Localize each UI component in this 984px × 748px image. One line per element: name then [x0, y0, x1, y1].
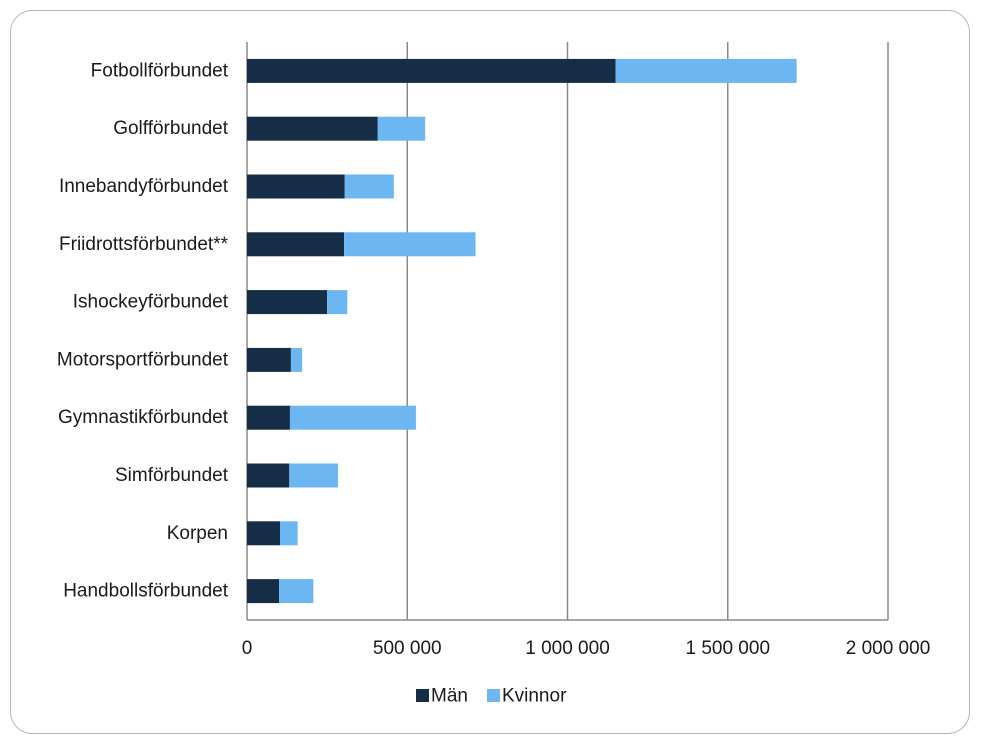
category-label-0: Fotbollförbundet [91, 60, 229, 81]
legend-swatch-0 [416, 689, 429, 702]
bar-kvinnor-7 [289, 463, 339, 488]
x-tick-labels: 0 500 000 1 000 000 1 500 000 2 000 000 [242, 638, 931, 659]
x-tick-label-4: 2 000 000 [846, 638, 931, 659]
bar-kvinnor-4 [327, 290, 348, 315]
category-label-9: Handbollsförbundet [63, 581, 229, 602]
bar-kvinnor-8 [280, 521, 298, 546]
x-tick-label-3: 1 500 000 [685, 638, 770, 659]
x-tick-label-2: 1 000 000 [525, 638, 610, 659]
category-label-4: Ishockeyförbundet [73, 292, 229, 313]
bar-man-7 [247, 463, 290, 488]
bar-kvinnor-0 [615, 58, 797, 83]
category-label-8: Korpen [167, 523, 228, 544]
bar-kvinnor-9 [279, 579, 314, 604]
category-label-7: Simförbundet [115, 465, 229, 486]
legend: Män Kvinnor [416, 686, 567, 707]
bar-man-4 [247, 290, 328, 315]
bars [247, 58, 797, 604]
category-label-3: Friidrottsförbundet** [59, 234, 229, 255]
bar-man-5 [247, 347, 291, 372]
category-label-5: Motorsportförbundet [57, 349, 229, 370]
x-tick-label-0: 0 [242, 638, 253, 659]
legend-label-1: Kvinnor [502, 686, 567, 707]
bar-kvinnor-6 [289, 405, 416, 430]
x-tick-label-1: 500 000 [373, 638, 442, 659]
bar-man-3 [247, 232, 345, 257]
category-label-2: Innebandyförbundet [59, 176, 229, 197]
bar-man-0 [247, 58, 616, 83]
bar-man-2 [247, 174, 345, 199]
bar-kvinnor-2 [344, 174, 394, 199]
bar-man-9 [247, 579, 280, 604]
category-label-1: Golfförbundet [113, 118, 229, 139]
bar-man-6 [247, 405, 290, 430]
legend-swatch-1 [486, 689, 500, 702]
category-label-6: Gymnastikförbundet [58, 407, 229, 428]
legend-label-0: Män [431, 686, 468, 707]
bar-man-8 [247, 521, 281, 546]
bar-man-1 [247, 116, 378, 141]
category-labels: Fotbollförbundet Golfförbundet Innebandyfö… [57, 60, 229, 601]
chart-frame [10, 10, 970, 734]
bar-kvinnor-5 [290, 347, 303, 372]
bar-kvinnor-3 [344, 232, 476, 257]
bar-kvinnor-1 [377, 116, 426, 141]
